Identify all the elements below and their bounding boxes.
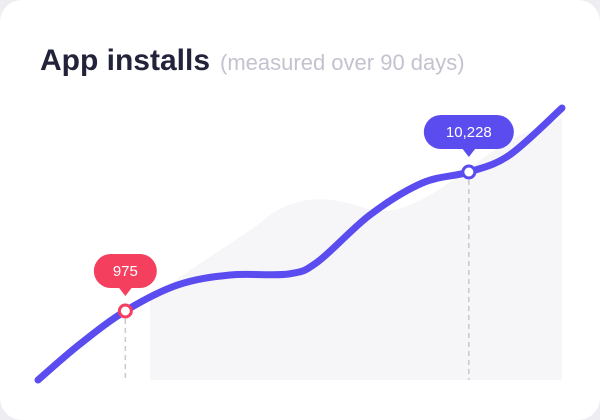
chart-title: App installs [40, 44, 210, 77]
point-marker [461, 164, 477, 180]
chart-title: App installs (measured over 90 days) [40, 44, 465, 77]
chart-subtitle: (measured over 90 days) [220, 50, 465, 75]
callout-label: 975 [113, 263, 138, 280]
point-marker [117, 303, 133, 319]
callout-box [423, 115, 514, 150]
callout-label: 10,228 [446, 124, 492, 141]
callout-pointer [461, 148, 476, 158]
callout-box [93, 253, 157, 288]
background-area [150, 118, 562, 380]
callout-pointer [118, 286, 133, 296]
